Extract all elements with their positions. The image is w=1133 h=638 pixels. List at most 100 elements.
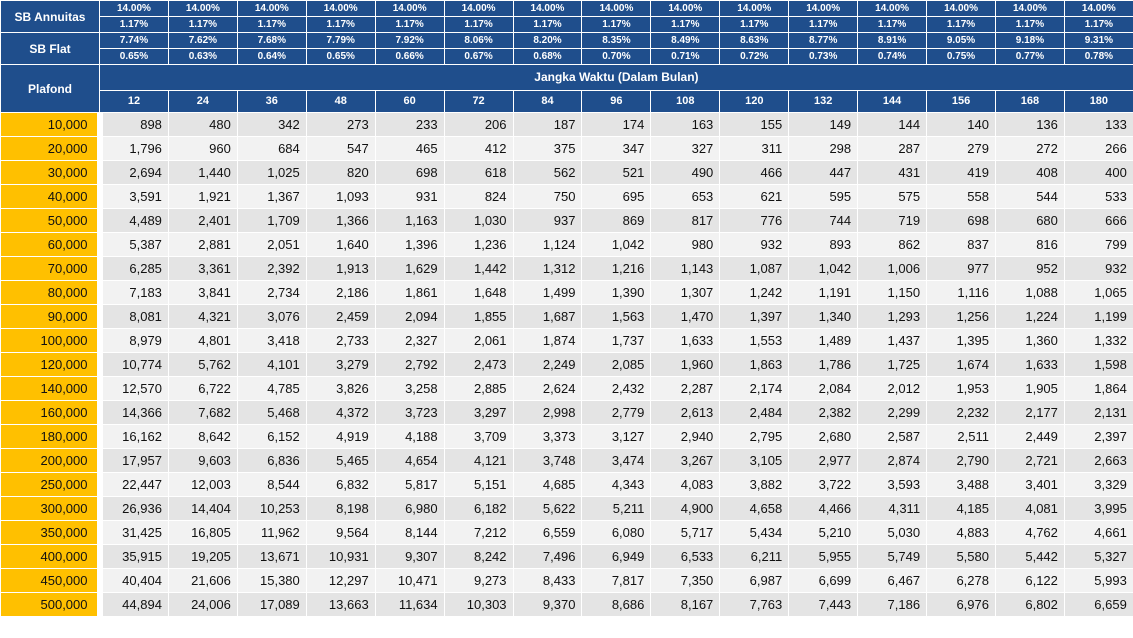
installment-cell: 17,957: [99, 448, 169, 473]
table-row: 180,000 16,162 8,642 6,152 4,919 4,188 3,709 3,…: [0, 424, 1133, 449]
installment-cell: 311: [719, 136, 790, 161]
sb-annuitas-rate-monthly: 1.17%: [374, 16, 445, 33]
installment-cell: 1,725: [857, 352, 928, 377]
installment-cell: 6,211: [719, 544, 790, 569]
installment-cell: 952: [994, 256, 1065, 281]
table-row: 350,000 31,425 16,805 11,962 9,564 8,144 7,212…: [0, 520, 1133, 545]
installment-cell: 136: [994, 112, 1065, 137]
installment-cell: 1,864: [1063, 376, 1133, 401]
installment-cell: 2,733: [305, 328, 376, 353]
installment-cell: 40,404: [99, 568, 169, 593]
installment-cell: 1,905: [994, 376, 1065, 401]
installment-cell: 5,442: [994, 544, 1065, 569]
installment-cell: 4,101: [236, 352, 307, 377]
installment-cell: 2,051: [236, 232, 307, 257]
installment-cell: 2,382: [788, 400, 859, 425]
installment-cell: 558: [926, 184, 996, 209]
term-title-row: Plafond Jangka Waktu (Dalam Bulan): [0, 64, 1133, 113]
installment-cell: 1,396: [374, 232, 445, 257]
plafond-cell: 30,000: [0, 160, 103, 185]
installment-cell: 1,042: [788, 256, 859, 281]
term-header: 132: [788, 90, 859, 113]
installment-cell: 3,882: [719, 472, 790, 497]
sb-flat-rate-annual: 9.18%: [994, 32, 1065, 49]
installment-cell: 1,116: [926, 280, 996, 305]
installment-cell: 1,440: [167, 160, 238, 185]
installment-cell: 4,311: [857, 496, 928, 521]
installment-cell: 6,976: [926, 592, 996, 617]
installment-cell: 8,081: [99, 304, 169, 329]
installment-cell: 44,894: [99, 592, 169, 617]
installment-cell: 8,686: [581, 592, 652, 617]
installment-cell: 2,449: [994, 424, 1065, 449]
installment-cell: 1,921: [167, 184, 238, 209]
installment-cell: 2,694: [99, 160, 169, 185]
installment-cell: 2,401: [167, 208, 238, 233]
installment-cell: 1,553: [719, 328, 790, 353]
sb-annuitas-rate-annual: 14.00%: [650, 0, 721, 17]
installment-cell: 1,633: [650, 328, 721, 353]
plafond-cell: 80,000: [0, 280, 103, 305]
sb-flat-rate-annual: 7.79%: [305, 32, 376, 49]
installment-cell: 3,279: [305, 352, 376, 377]
installment-cell: 4,785: [236, 376, 307, 401]
installment-cell: 1,256: [926, 304, 996, 329]
installment-cell: 6,832: [305, 472, 376, 497]
installment-cell: 5,465: [305, 448, 376, 473]
sb-annuitas-rate-monthly: 1.17%: [857, 16, 928, 33]
installment-cell: 698: [926, 208, 996, 233]
installment-cell: 2,511: [926, 424, 996, 449]
installment-cell: 5,327: [1063, 544, 1133, 569]
installment-cell: 3,297: [443, 400, 514, 425]
sb-annuitas-rate-annual: 14.00%: [581, 0, 652, 17]
installment-cell: 233: [374, 112, 445, 137]
term-header: 168: [994, 90, 1065, 113]
installment-cell: 521: [581, 160, 652, 185]
installment-cell: 3,329: [1063, 472, 1133, 497]
installment-cell: 11,634: [374, 592, 445, 617]
installment-cell: 1,437: [857, 328, 928, 353]
sb-annuitas-rate-annual: 14.00%: [994, 0, 1065, 17]
term-header: 180: [1063, 90, 1133, 113]
installment-cell: 375: [512, 136, 583, 161]
sb-flat-rate-monthly: 0.64%: [236, 48, 307, 65]
installment-cell: 140: [926, 112, 996, 137]
sb-annuitas-rate-annual: 14.00%: [512, 0, 583, 17]
installment-cell: 1,442: [443, 256, 514, 281]
installment-cell: 4,900: [650, 496, 721, 521]
installment-cell: 14,404: [167, 496, 238, 521]
installment-cell: 1,006: [857, 256, 928, 281]
installment-cell: 174: [581, 112, 652, 137]
installment-cell: 3,722: [788, 472, 859, 497]
installment-cell: 6,802: [994, 592, 1065, 617]
installment-cell: 1,236: [443, 232, 514, 257]
installment-cell: 1,042: [581, 232, 652, 257]
installment-cell: 2,734: [236, 280, 307, 305]
plafond-cell: 60,000: [0, 232, 103, 257]
installment-cell: 824: [443, 184, 514, 209]
sb-flat-rate-monthly: 0.74%: [857, 48, 928, 65]
installment-cell: 21,606: [167, 568, 238, 593]
installment-cell: 6,699: [788, 568, 859, 593]
installment-cell: 2,392: [236, 256, 307, 281]
installment-cell: 6,278: [926, 568, 996, 593]
plafond-cell: 400,000: [0, 544, 103, 569]
table-row: 200,000 17,957 9,603 6,836 5,465 4,654 4,121 3,…: [0, 448, 1133, 473]
sb-flat-rate-annual: 8.20%: [512, 32, 583, 49]
installment-cell: 680: [994, 208, 1065, 233]
installment-cell: 3,418: [236, 328, 307, 353]
sb-flat-rate-monthly: 0.63%: [167, 48, 238, 65]
installment-cell: 163: [650, 112, 721, 137]
installment-cell: 1,340: [788, 304, 859, 329]
installment-cell: 342: [236, 112, 307, 137]
installment-cell: 327: [650, 136, 721, 161]
installment-cell: 931: [374, 184, 445, 209]
table-row: 120,000 10,774 5,762 4,101 3,279 2,792 2,473 2,…: [0, 352, 1133, 377]
installment-cell: 4,919: [305, 424, 376, 449]
table-row: 40,000 3,591 1,921 1,367 1,093 931 824 750 695 65…: [0, 184, 1133, 209]
installment-cell: 1,863: [719, 352, 790, 377]
sb-flat-rate-monthly: 0.68%: [512, 48, 583, 65]
installment-cell: 6,987: [719, 568, 790, 593]
sb-flat-rate-annual: 7.74%: [99, 32, 169, 49]
plafond-header: Plafond: [0, 64, 100, 113]
